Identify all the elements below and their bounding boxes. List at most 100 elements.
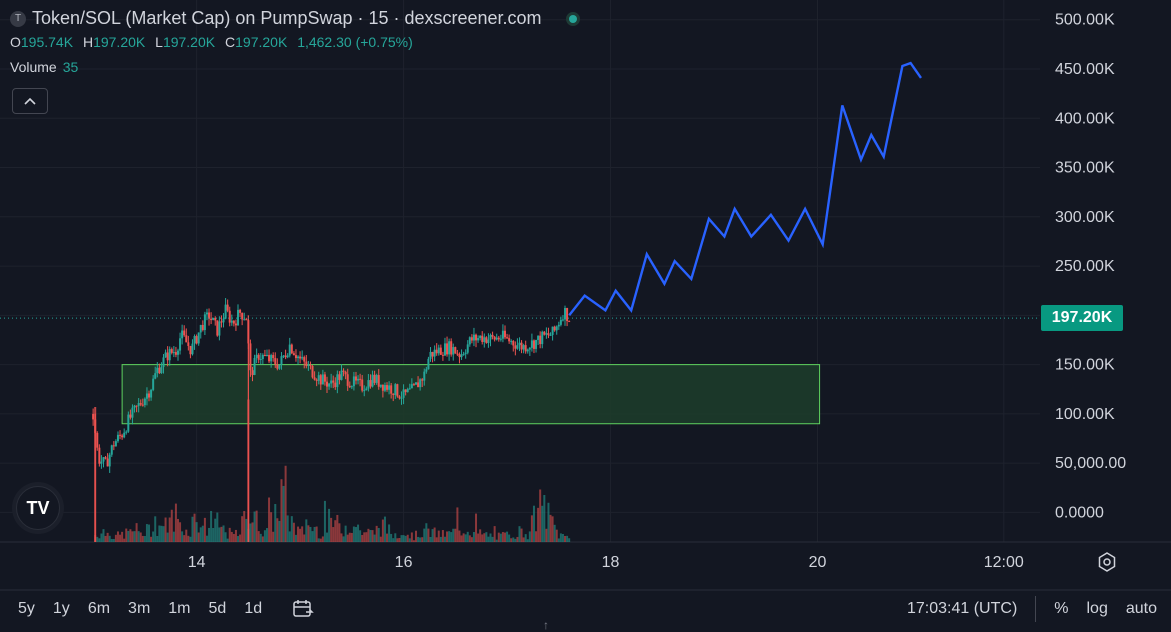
volume-bar [545,528,548,542]
volume-bar [330,517,333,542]
candle-body [170,349,173,353]
candle-body [510,341,513,343]
candle-body [232,320,235,324]
candle-body [249,343,252,371]
volume-bar [427,528,430,542]
candle-body [191,343,194,355]
volume-bar [501,532,504,542]
candle-body [518,342,521,346]
candle-body [307,364,310,367]
volume-bar [253,511,256,542]
volume-bar [386,533,389,542]
candle-body [410,384,413,389]
volume-bar [297,526,300,542]
candle-body [539,335,542,345]
range-1m-button[interactable]: 1m [168,600,191,617]
range-5d-button[interactable]: 5d [208,600,227,617]
candle-body [108,454,111,467]
volume-bar [199,527,202,542]
candle-body [493,336,496,340]
y-tick-label: 0.0000 [1055,504,1104,521]
candle-body [452,347,455,355]
projection-drawing[interactable] [568,61,922,317]
volume-bar [371,530,374,542]
range-3m-button[interactable]: 3m [128,600,151,617]
volume-legend: Volume 35 [10,59,580,75]
volume-bar [121,531,124,542]
collapse-legend-button[interactable] [12,88,48,114]
x-axis[interactable]: 14 16 18 20 12:00 [188,554,1024,571]
volume-bar [170,509,173,542]
range-5y-button[interactable]: 5y [18,600,35,617]
range-1y-button[interactable]: 1y [52,600,70,617]
gear-icon[interactable] [1097,552,1117,572]
volume-bar [214,518,217,542]
volume-bar [348,532,351,542]
volume-bar [276,518,279,542]
volume-bar [139,532,142,542]
range-1d-button[interactable]: 1d [244,600,263,617]
volume-bar [392,538,395,542]
volume-bar [218,527,221,542]
volume-bar [152,531,155,542]
candle-body [392,393,395,396]
volume-bar [220,526,223,542]
candle-body [176,350,179,355]
candle-body [141,404,144,406]
volume-bar [479,529,482,542]
candle-body [330,380,333,384]
volume-bar [539,489,542,542]
candle-body [259,359,262,361]
candle-body [270,355,273,362]
volume-bar [388,524,391,542]
utc-clock[interactable]: 17:03:41 (UTC) [907,600,1018,617]
tradingview-logo-icon[interactable]: TV [16,486,60,530]
candle-body [472,334,475,341]
support-zone[interactable] [121,364,821,425]
volume-bar [506,531,509,542]
candle-body [412,384,415,386]
scroll-up-arrow-icon[interactable]: ↑ [543,618,549,632]
candle-body [371,374,374,387]
candle-body [116,434,119,442]
date-range-button[interactable] [292,598,314,620]
volume-bar [168,517,171,542]
volume-bar [530,515,533,542]
auto-scale-button[interactable]: auto [1125,600,1157,617]
candle-body [106,458,109,467]
candle-body [495,337,498,340]
volume-bar [396,538,399,542]
candle-body [439,347,442,355]
candle-body [230,320,233,323]
candle-body [456,353,459,355]
y-tick-label: 400.00K [1055,110,1115,127]
candle-body [133,405,136,408]
volume-bar [566,535,569,542]
percent-scale-button[interactable]: % [1054,600,1069,617]
volume-bar [499,533,502,542]
volume-bar [464,534,467,542]
range-6m-button[interactable]: 6m [87,600,111,617]
candle-body [197,332,200,344]
volume-bar [535,531,538,542]
volume-bar [98,538,101,542]
volume-bar [518,526,521,542]
y-axis[interactable]: 500.00K 450.00K 400.00K 350.00K 300.00K 250.0… [1055,12,1126,522]
volume-bar [559,533,562,542]
volume-bar [543,495,546,542]
log-scale-button[interactable]: log [1086,600,1108,617]
candle-body [168,349,171,361]
volume-bar [394,533,397,542]
volume-bar [404,535,407,542]
candle-body [454,347,457,354]
candle-body [485,337,488,343]
candle-body [268,354,271,362]
volume-bar [512,537,515,542]
candle-body [547,333,550,336]
volume-bar [321,536,324,542]
open-key: O [10,34,21,50]
volume-bar [485,532,488,542]
volume-bar [398,538,401,542]
candle-body [406,389,409,393]
